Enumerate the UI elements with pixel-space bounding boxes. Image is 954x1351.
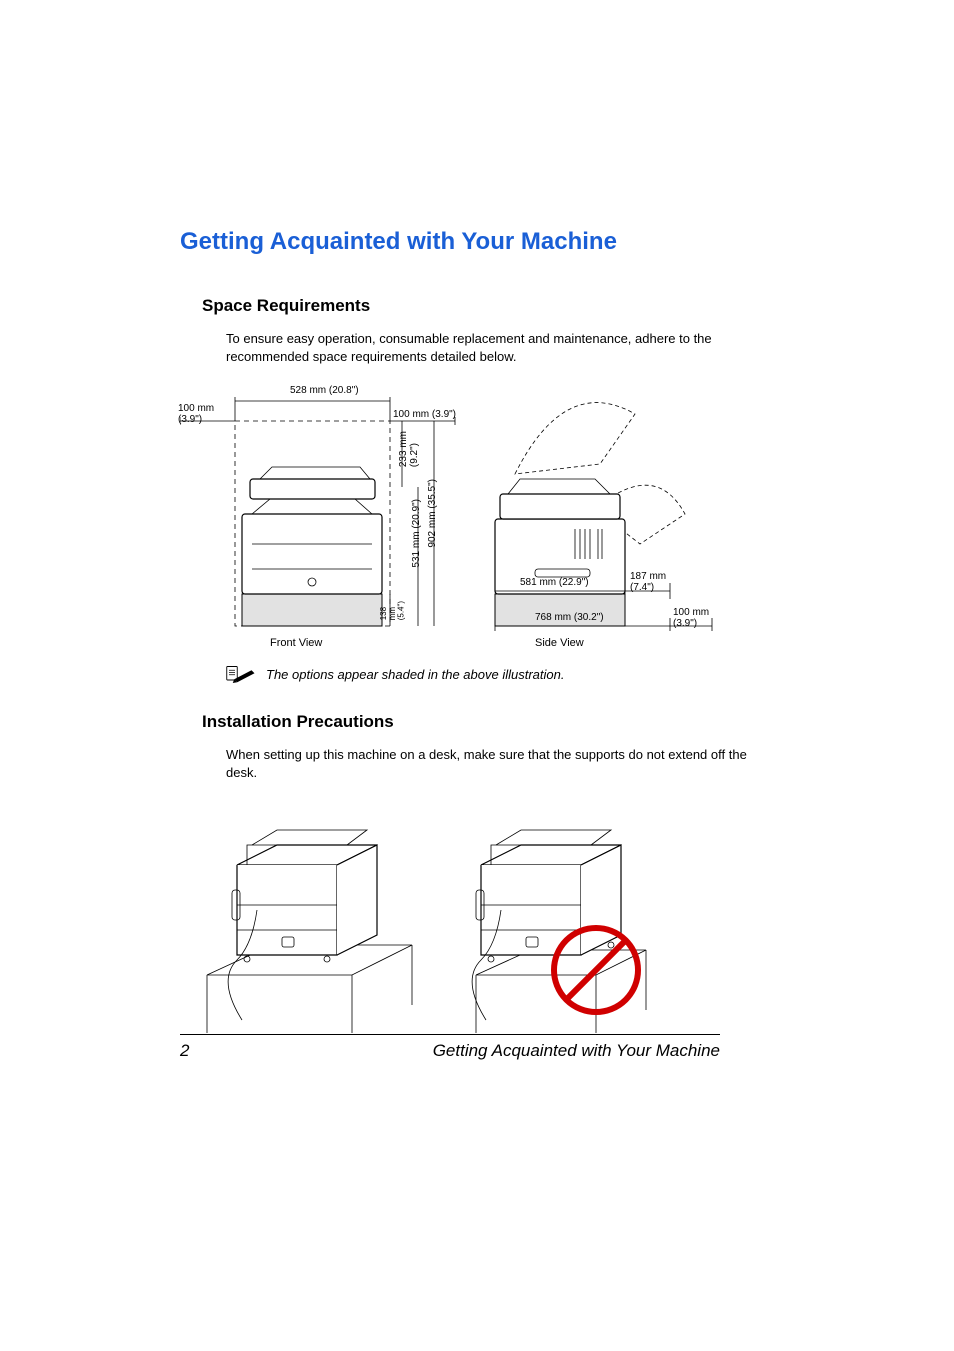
dim-left: 100 mm (3.9") xyxy=(178,403,214,425)
install-figures xyxy=(202,795,760,1035)
space-diagram-row: 528 mm (20.8") 100 mm (3.9") 100 mm (3.9… xyxy=(180,379,760,654)
section-install-heading: Installation Precautions xyxy=(202,712,760,732)
side-caption: Side View xyxy=(535,637,584,649)
section-space-req-heading: Space Requirements xyxy=(202,296,760,316)
dim-h3: 902 mm (35.5") xyxy=(427,479,438,548)
dim-side-bottom: 768 mm (30.2") xyxy=(535,612,604,623)
front-view-diagram: 528 mm (20.8") 100 mm (3.9") 100 mm (3.9… xyxy=(180,379,470,654)
dim-top: 528 mm (20.8") xyxy=(290,385,359,396)
dim-side-mid: 581 mm (22.9") xyxy=(520,577,589,588)
note-row: The options appear shaded in the above i… xyxy=(226,664,760,684)
front-caption: Front View xyxy=(270,637,322,649)
page-number: 2 xyxy=(180,1041,189,1061)
note-text: The options appear shaded in the above i… xyxy=(266,667,564,682)
install-correct xyxy=(202,795,422,1035)
page-title: Getting Acquainted with Your Machine xyxy=(180,228,760,256)
running-title: Getting Acquainted with Your Machine xyxy=(433,1041,720,1061)
install-wrong xyxy=(446,795,666,1035)
dim-h1: 233 mm (9.2") xyxy=(398,431,420,467)
dim-side-right-mid: 187 mm (7.4") xyxy=(630,571,666,593)
note-icon xyxy=(226,664,256,684)
dim-bottom: 138 mm (5.4") xyxy=(380,601,406,620)
page-footer: 2 Getting Acquainted with Your Machine xyxy=(180,1034,720,1061)
section-space-req-body: To ensure easy operation, consumable rep… xyxy=(226,330,760,365)
dim-right-top: 100 mm (3.9") xyxy=(393,409,456,420)
dim-h2: 531 mm (20.9") xyxy=(411,499,422,568)
dim-side-right-bot: 100 mm (3.9") xyxy=(673,607,709,629)
side-view-diagram: 581 mm (22.9") 187 mm (7.4") 768 mm (30.… xyxy=(480,379,720,654)
section-install-body: When setting up this machine on a desk, … xyxy=(226,746,760,781)
